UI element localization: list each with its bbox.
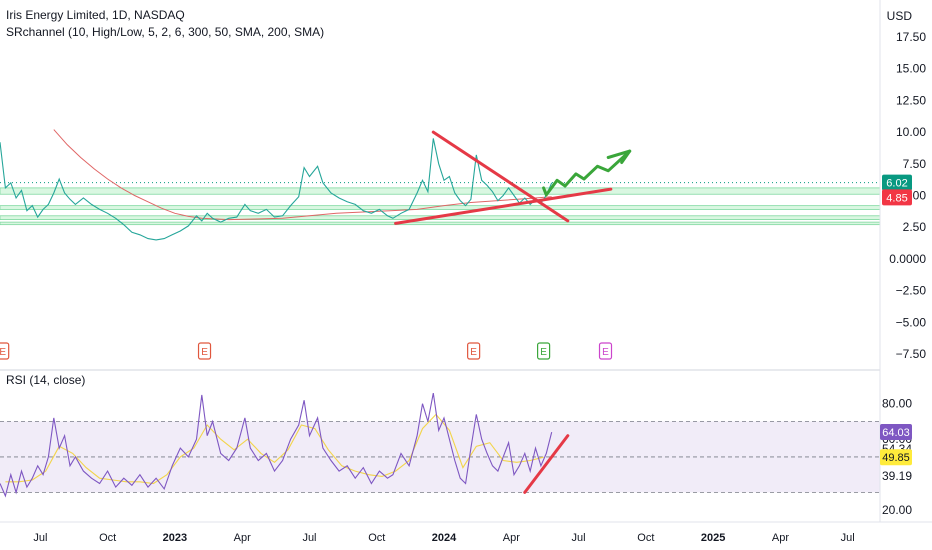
price-labels: 6.02 4.85 (882, 174, 912, 206)
price-axis-tick: −7.50 (896, 347, 927, 361)
projection-arrow-head (606, 149, 632, 164)
trendline (394, 187, 613, 225)
rsi-axis-tick: 39.19 (882, 469, 912, 483)
indicator-legend[interactable]: SRchannel (10, High/Low, 5, 2, 6, 300, 5… (6, 25, 325, 39)
earnings-marker-label: E (201, 347, 208, 358)
time-axis-label: Apr (503, 532, 520, 544)
time-axis[interactable]: Jul Oct 2023 Apr Jul Oct 2024 Apr Jul Oct 2025 Apr J… (33, 532, 854, 544)
earnings-marker-label: E (470, 347, 477, 358)
time-axis-label: Oct (368, 532, 385, 544)
price-label: 6.02 (886, 178, 907, 190)
rsi-value-box (880, 424, 912, 441)
rsi-series (0, 392, 553, 498)
time-axis-label: Jul (33, 532, 47, 544)
earnings-marker-box (467, 342, 481, 360)
earnings-marker[interactable]: E (0, 342, 10, 360)
earnings-marker-box (197, 342, 212, 360)
earnings-marker[interactable]: E (537, 342, 551, 360)
price-axis[interactable]: 17.5015.0012.5010.007.505.002.500.0000−2… (889, 30, 926, 361)
projection-arrow (542, 149, 632, 197)
price-label-box (882, 174, 912, 191)
trendline (431, 130, 570, 223)
chart-title[interactable]: Iris Energy Limited, 1D, NASDAQ (6, 8, 185, 22)
price-axis-tick: −5.00 (896, 315, 927, 329)
earnings-marker-box (537, 342, 551, 360)
earnings-marker-box (598, 342, 613, 360)
rsi-value-box (880, 449, 912, 466)
price-label-box (882, 189, 912, 206)
price-axis-tick: −2.50 (896, 284, 927, 298)
rsi-value-label: 64.03 (882, 427, 910, 439)
price-axis-tick: 0.0000 (889, 252, 926, 266)
rsi-value-label: 49.85 (882, 452, 910, 464)
time-axis-label: 2025 (701, 532, 725, 544)
rsi-axis-tick: 80.00 (882, 397, 912, 411)
rsi-axis-tick: 20.00 (882, 503, 912, 517)
rsi-trendline (523, 434, 570, 494)
earnings-marker-label: E (602, 347, 609, 358)
moving-average-line (53, 129, 552, 221)
earnings-marker[interactable]: E (598, 342, 613, 360)
price-axis-tick: 2.50 (903, 220, 927, 234)
price-axis-tick: 12.50 (896, 93, 926, 107)
time-axis-label: Oct (637, 532, 654, 544)
price-axis-tick: 17.50 (896, 30, 926, 44)
time-axis-label: Apr (234, 532, 251, 544)
rsi-value-labels: 64.03 49.85 (880, 424, 912, 466)
time-axis-label: Jul (841, 532, 855, 544)
price-axis-tick: 15.00 (896, 62, 926, 76)
time-axis-label: 2023 (163, 532, 187, 544)
price-axis-tick: 7.50 (903, 157, 927, 171)
time-axis-label: 2024 (432, 532, 457, 544)
sr-channel-bands (0, 182, 881, 226)
earnings-marker-label: E (0, 347, 6, 358)
time-axis-label: Jul (572, 532, 586, 544)
trendline-annotations (394, 130, 632, 225)
earnings-marker[interactable]: E (197, 342, 212, 360)
price-series (0, 129, 553, 241)
rsi-band-fill (0, 421, 880, 493)
time-axis-label: Apr (772, 532, 789, 544)
sr-band (0, 221, 881, 226)
time-axis-label: Oct (99, 532, 116, 544)
price-line (0, 138, 553, 241)
rsi-band (0, 421, 880, 493)
earnings-marker-label: E (540, 347, 547, 358)
time-axis-label: Jul (302, 532, 316, 544)
currency-label[interactable]: USD (886, 9, 912, 23)
sr-band (0, 187, 881, 195)
price-label: 4.85 (886, 192, 907, 204)
earnings-marker[interactable]: E (467, 342, 481, 360)
price-axis-tick: 10.00 (896, 125, 926, 139)
rsi-line (5, 413, 544, 485)
earnings-marker-box (0, 342, 10, 360)
rsi-legend[interactable]: RSI (14, close) (6, 373, 86, 387)
rsi-line (0, 392, 553, 498)
rsi-trendline-stroke (523, 434, 570, 494)
